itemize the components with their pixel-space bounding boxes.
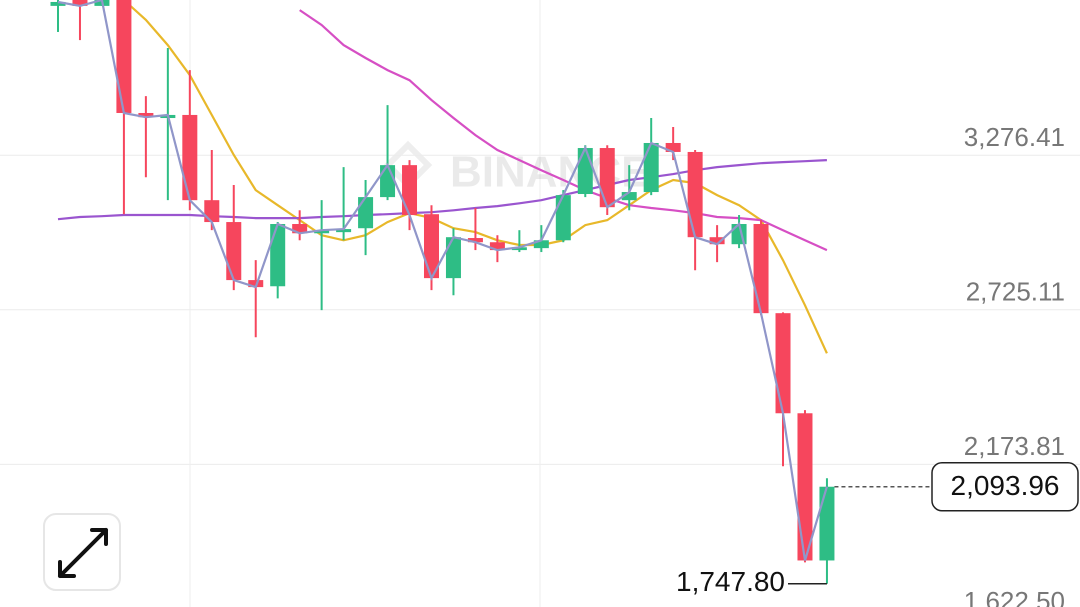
price-box — [931, 461, 1079, 512]
candle-body — [314, 230, 330, 234]
candle-body — [248, 280, 264, 288]
candle-body — [753, 224, 769, 314]
y-tick-label: 1,622.50 — [964, 586, 1065, 607]
candle-body — [489, 242, 505, 251]
y-tick-label: 2,173.81 — [964, 431, 1065, 461]
candle-body — [270, 224, 286, 287]
candle-body — [775, 313, 791, 414]
close-line — [57, 0, 828, 561]
candle-body — [380, 165, 396, 198]
candle-body — [709, 237, 725, 245]
candle-body — [358, 197, 374, 229]
candle-body — [402, 165, 418, 216]
candle-body — [467, 238, 483, 243]
expand-button[interactable] — [43, 513, 121, 591]
candle-body — [336, 229, 352, 233]
candle-body — [577, 148, 593, 195]
candle-body — [533, 240, 549, 249]
low-label: 1,747.80 — [676, 566, 785, 597]
candle-body — [423, 214, 439, 279]
candle-body — [138, 112, 154, 118]
candle-body — [555, 195, 571, 241]
price-label: 2,093.96 — [951, 470, 1060, 501]
candle-body — [511, 247, 527, 251]
candle-body — [599, 148, 615, 208]
candle-body — [797, 413, 813, 561]
candle-body — [292, 224, 308, 234]
candle-body — [182, 114, 198, 201]
candle-body — [72, 0, 88, 6]
candle-body — [445, 237, 461, 279]
candle-body — [50, 1, 66, 6]
candle-body — [819, 486, 835, 561]
candle-body — [204, 200, 220, 223]
candle-body — [116, 0, 132, 113]
moving-average-line — [57, 159, 827, 221]
candle-body — [665, 142, 681, 152]
candle-body — [687, 151, 703, 238]
y-tick-label: 3,276.41 — [964, 122, 1065, 152]
candle-body — [226, 222, 242, 281]
candle-body — [643, 142, 659, 193]
y-tick-label: 2,725.11 — [966, 277, 1065, 307]
candle-body — [621, 192, 637, 201]
watermark: BINANCE — [450, 148, 650, 197]
